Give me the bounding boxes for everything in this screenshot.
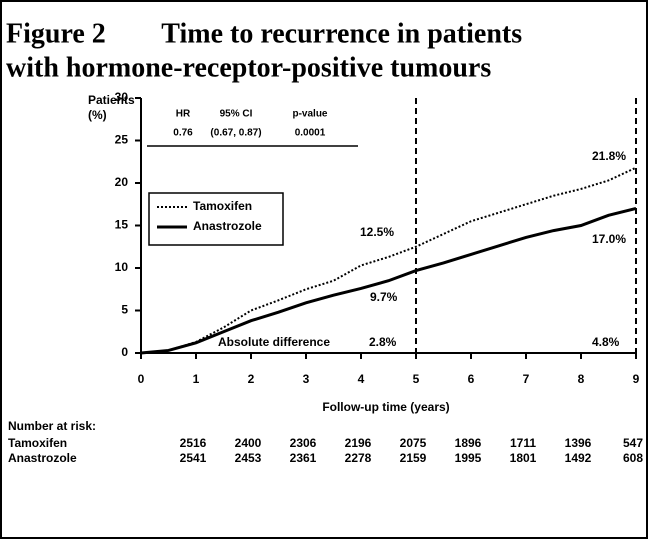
legend-label: Tamoxifen — [193, 199, 252, 213]
x-tick-label: 1 — [193, 372, 200, 386]
risk-value: 2453 — [235, 451, 262, 465]
x-tick-label: 0 — [138, 372, 145, 386]
risk-value: 1396 — [565, 436, 592, 450]
table-header: 95% CI — [220, 109, 253, 120]
x-tick-label: 7 — [523, 372, 530, 386]
x-tick-label: 5 — [413, 372, 420, 386]
y-tick-label: 20 — [115, 175, 129, 189]
series-line — [140, 166, 637, 354]
risk-value: 1896 — [455, 436, 482, 450]
x-tick-label: 3 — [303, 372, 310, 386]
x-axis-label: Follow-up time (years) — [322, 400, 449, 414]
risk-value: 2541 — [180, 451, 207, 465]
risk-value: 2278 — [345, 451, 372, 465]
annotation: 2.8% — [369, 335, 397, 349]
series-line — [140, 207, 637, 355]
x-tick-label: 9 — [633, 372, 640, 386]
risk-value: 2075 — [400, 436, 427, 450]
x-tick-label: 8 — [578, 372, 585, 386]
risk-value: 1995 — [455, 451, 482, 465]
risk-value: 1711 — [510, 436, 536, 450]
risk-value: 547 — [623, 436, 643, 450]
table-header: HR — [176, 109, 191, 120]
risk-value: 1801 — [510, 451, 537, 465]
y-tick-label: 15 — [115, 218, 129, 232]
x-tick-label: 4 — [358, 372, 365, 386]
y-axis-label: Patients — [88, 93, 135, 107]
risk-row-name: Anastrozole — [8, 451, 77, 465]
table-cell: 0.0001 — [295, 128, 326, 139]
risk-value: 2400 — [235, 436, 262, 450]
legend-label: Anastrozole — [193, 219, 262, 233]
annotation: 9.7% — [370, 290, 398, 304]
risk-row-name: Tamoxifen — [8, 436, 67, 450]
y-tick-label: 5 — [121, 303, 128, 317]
risk-title: Number at risk: — [8, 419, 96, 433]
annotation: 12.5% — [360, 225, 394, 239]
annotation: 21.8% — [592, 149, 626, 163]
x-tick-label: 2 — [248, 372, 255, 386]
risk-value: 2196 — [345, 436, 372, 450]
table-cell: (0.67, 0.87) — [210, 128, 261, 139]
table-cell: 0.76 — [173, 128, 193, 139]
y-axis-unit: (%) — [88, 108, 107, 122]
risk-value: 2516 — [180, 436, 207, 450]
legend-box — [148, 192, 284, 246]
y-tick-label: 10 — [115, 260, 129, 274]
annotation: 17.0% — [592, 232, 626, 246]
risk-value: 2361 — [290, 451, 317, 465]
risk-value: 2306 — [290, 436, 317, 450]
y-tick-label: 25 — [115, 133, 129, 147]
annotation: Absolute difference — [218, 335, 330, 349]
x-tick-label: 6 — [468, 372, 475, 386]
table-header: p-value — [292, 109, 327, 120]
y-tick-label: 0 — [121, 345, 128, 359]
annotation: 4.8% — [592, 335, 620, 349]
risk-value: 1492 — [565, 451, 592, 465]
chart-title: with hormone-receptor-positive tumours — [6, 52, 491, 83]
y-tick-label: 30 — [115, 90, 129, 104]
risk-value: 608 — [623, 451, 643, 465]
chart-title: Figure 2 Time to recurrence in patients — [6, 18, 522, 49]
risk-value: 2159 — [400, 451, 427, 465]
